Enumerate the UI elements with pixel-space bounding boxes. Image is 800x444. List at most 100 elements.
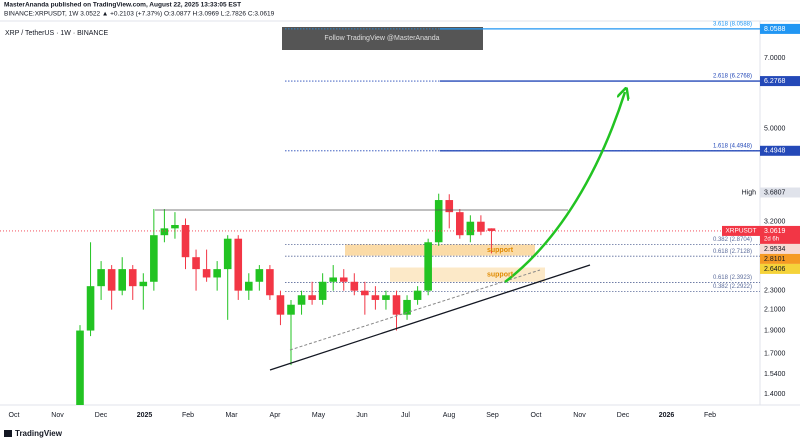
price-tag (760, 253, 800, 264)
candle-body (128, 269, 137, 287)
candle-body (329, 277, 337, 282)
plot (0, 28, 760, 405)
trendline (269, 264, 591, 371)
x-tick-label: Nov (51, 412, 64, 419)
x-tick-label: Apr (270, 412, 282, 419)
candle-body (181, 225, 190, 258)
candle-body (350, 281, 359, 291)
candle-body (287, 304, 295, 315)
candle-body (107, 269, 116, 291)
candle-body (171, 225, 179, 229)
fib-label: 0.618 (2.3923) (713, 275, 752, 281)
y-tick-label: 5.0000 (764, 125, 786, 132)
dashed-trend (289, 269, 541, 351)
last-tag-label: 3.0619 (764, 228, 786, 235)
candle-body (234, 238, 243, 291)
publisher: MasterAnanda published on TradingView.co… (4, 2, 241, 9)
price-tag (760, 76, 800, 87)
projection-arrow (504, 92, 625, 283)
candle-body (424, 242, 432, 291)
x-tick-label: 2025 (137, 412, 153, 419)
candle-body (245, 281, 253, 291)
fib-label: 2.618 (6.2768) (713, 74, 752, 80)
candle-body (466, 221, 475, 236)
price-tag-label: 4.4948 (764, 148, 786, 155)
x-tick-label: Mar (225, 412, 238, 419)
candle-body (160, 228, 169, 236)
x-tick-label: Nov (573, 412, 586, 419)
y-tick-label: 1.9000 (764, 327, 786, 334)
support-zone (345, 244, 535, 256)
candle-body (139, 281, 148, 287)
y-tick-label: 1.4000 (764, 391, 786, 398)
price-tag-label: 2.9534 (764, 246, 786, 253)
fib-label: 0.618 (2.7128) (713, 249, 752, 255)
price-tag-label: 6.2768 (764, 78, 786, 85)
candle-body (223, 238, 232, 270)
x-tick-label: Feb (704, 412, 716, 419)
candle-body (97, 269, 105, 287)
candle-body (445, 200, 454, 213)
candle-body (361, 290, 369, 296)
candle-body (434, 200, 443, 243)
x-tick-label: Jul (401, 412, 410, 419)
x-tick-label: Feb (182, 412, 194, 419)
logo (4, 430, 12, 437)
candle-body (76, 330, 84, 405)
candle-body (392, 295, 401, 315)
banner: Follow TradingView @MasterAnanda (324, 35, 439, 42)
symbol-line: BINANCE:XRPUSDT, 1W 3.0522 ▲ +0.2103 (+7… (4, 11, 275, 18)
x-tick-label: May (312, 412, 326, 419)
fib-label: 0.382 (2.8704) (713, 237, 752, 243)
fib-label: 0.382 (2.2922) (713, 284, 752, 290)
candle-body (413, 290, 422, 300)
footer: TradingView (4, 429, 63, 438)
y-tick-label: 7.0000 (764, 55, 786, 62)
candle-body (86, 286, 95, 331)
symbol-tag-label: XRPUSDT (725, 228, 756, 235)
x-tick-label: Dec (617, 412, 630, 419)
high-label: High (742, 189, 757, 196)
price-tag (760, 263, 800, 274)
legend: XRP / TetherUS · 1W · BINANCE (5, 30, 109, 37)
zone-label: support (487, 247, 514, 254)
candle-body (297, 295, 306, 305)
price-tag (760, 243, 800, 254)
candle-body (456, 212, 464, 236)
fib-label: 1.618 (4.4948) (713, 143, 752, 149)
price-tag (760, 23, 800, 34)
y-tick-label: 1.7000 (764, 351, 786, 358)
y-tick-label: 2.1000 (764, 306, 786, 313)
candle-body (487, 228, 496, 231)
candle-body (213, 269, 221, 278)
y-tick-label: 3.2000 (764, 219, 786, 226)
candle-body (192, 257, 200, 270)
candle-body (150, 235, 158, 282)
high-tag (760, 187, 800, 198)
zone-label: support (487, 271, 514, 278)
x-tick-label: Aug (443, 412, 456, 419)
symbol-tag (722, 225, 760, 236)
candle-body (339, 277, 348, 282)
brand: TradingView (15, 429, 63, 438)
price-tag-label: 8.0588 (764, 26, 786, 33)
banner-box (282, 27, 483, 50)
x-tick-label: Sep (486, 412, 499, 419)
candle-body (318, 281, 327, 300)
y-tick-label: 1.5400 (764, 371, 786, 378)
last-tag (760, 225, 800, 244)
x-tick-label: Jun (356, 412, 367, 419)
countdown: 2d 6h (764, 237, 779, 243)
candle-body (118, 269, 126, 291)
fib-label: 3.618 (8.0588) (713, 21, 752, 27)
candle-body (477, 221, 485, 232)
price-tag (760, 145, 800, 156)
high-tag-label: 3.6807 (764, 189, 786, 196)
y-tick-label: 2.3000 (764, 288, 786, 295)
x-tick-label: 2026 (659, 412, 675, 419)
x-tick-label: Oct (531, 412, 542, 419)
x-tick-label: Dec (95, 412, 108, 419)
x-tick-label: Oct (9, 412, 20, 419)
